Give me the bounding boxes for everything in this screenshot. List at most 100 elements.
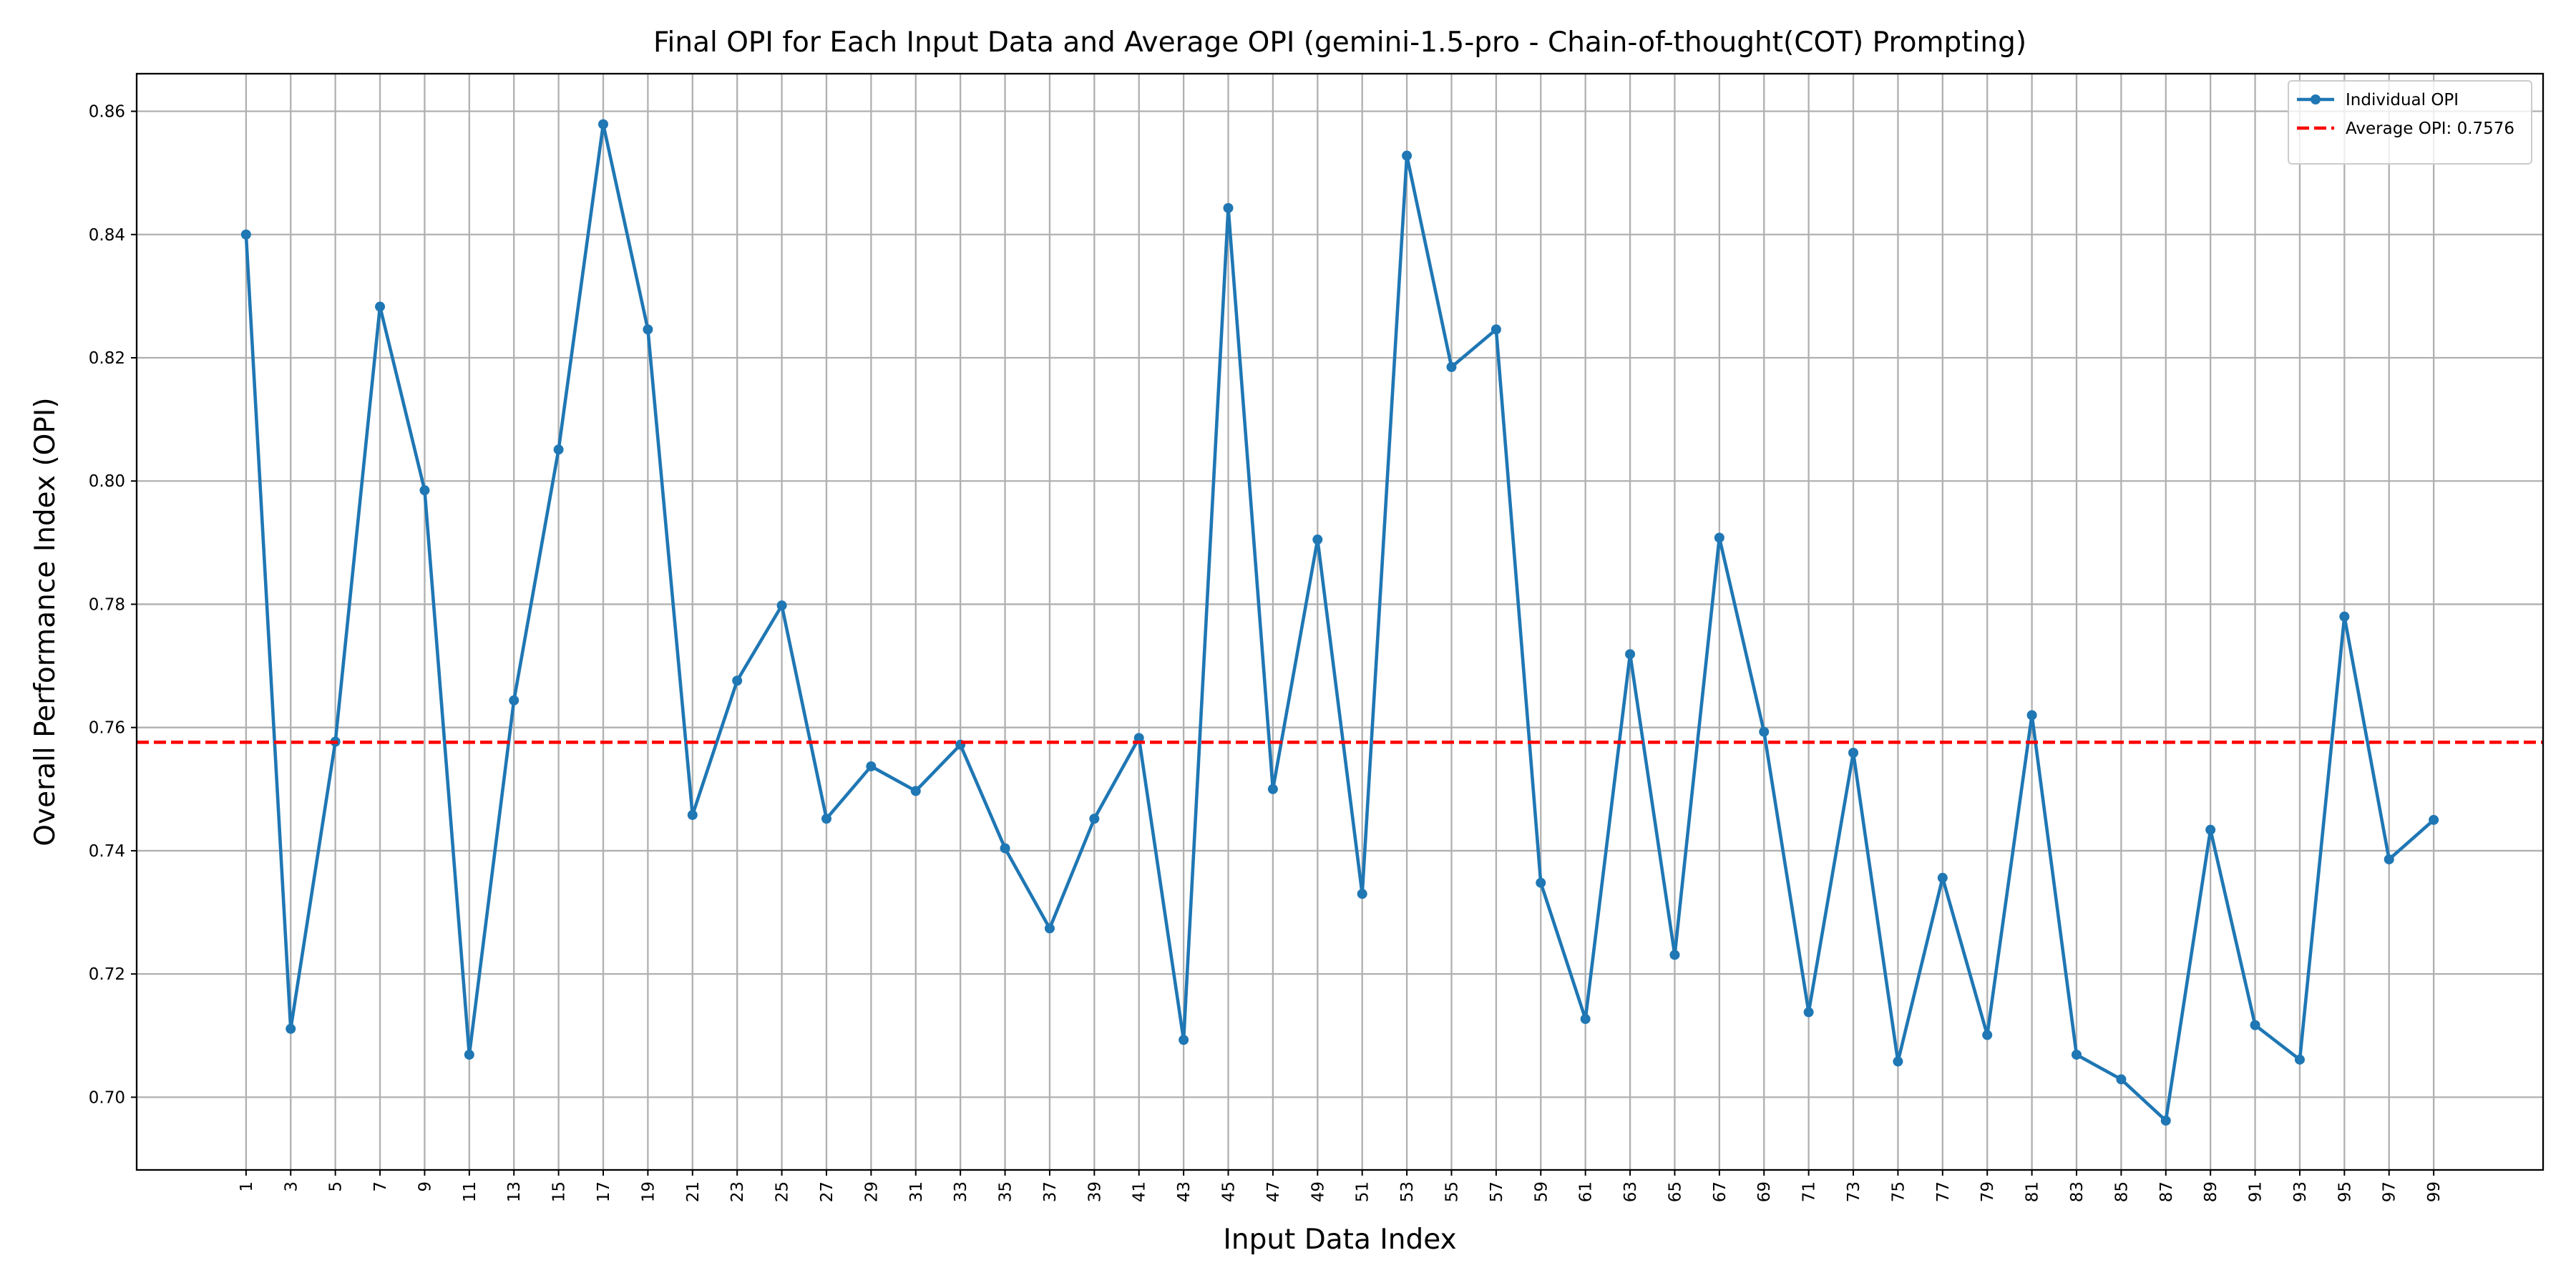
data-point [2384, 854, 2394, 864]
data-point [1803, 1007, 1814, 1018]
x-tick-label: 71 [1800, 1181, 1819, 1202]
data-point [1759, 726, 1770, 737]
x-tick-label: 83 [2068, 1181, 2087, 1202]
x-tick-label: 39 [1085, 1181, 1104, 1202]
data-point [1044, 923, 1055, 934]
x-tick-label: 13 [505, 1181, 524, 1202]
legend-label: Individual OPI [2346, 91, 2459, 109]
x-tick-label: 31 [907, 1181, 926, 1202]
data-point [866, 761, 877, 771]
y-tick-label: 0.82 [89, 349, 125, 368]
x-tick-label: 29 [862, 1181, 881, 1202]
x-tick-label: 97 [2381, 1181, 2399, 1202]
x-tick-label: 51 [1354, 1181, 1372, 1202]
data-point [1580, 1014, 1591, 1025]
data-point [1402, 150, 1413, 161]
y-tick-label: 0.86 [89, 103, 125, 122]
data-point [776, 600, 787, 611]
x-tick-label: 87 [2157, 1181, 2176, 1202]
x-tick-label: 17 [595, 1181, 613, 1202]
data-point [2339, 611, 2350, 622]
data-point [1536, 877, 1546, 888]
data-point [2250, 1020, 2260, 1030]
x-tick-label: 11 [461, 1181, 479, 1202]
data-point [732, 675, 743, 686]
data-point [240, 229, 251, 240]
data-point [643, 324, 653, 335]
legend-marker [2311, 94, 2321, 104]
data-point [821, 814, 831, 824]
y-tick-label: 0.80 [89, 472, 125, 491]
x-tick-label: 23 [728, 1181, 747, 1202]
x-tick-label: 91 [2247, 1181, 2265, 1202]
x-tick-label: 9 [416, 1181, 434, 1192]
data-point [2294, 1054, 2305, 1065]
x-tick-label: 93 [2291, 1181, 2310, 1202]
data-point [1446, 361, 1457, 372]
x-tick-label: 15 [550, 1181, 569, 1202]
data-point [598, 119, 609, 130]
data-point [2205, 824, 2216, 835]
x-tick-label: 25 [774, 1181, 792, 1202]
x-tick-label: 75 [1889, 1181, 1908, 1202]
legend-label: Average OPI: 0.7576 [2346, 119, 2514, 138]
x-tick-label: 61 [1577, 1181, 1596, 1202]
x-tick-label: 81 [2024, 1181, 2042, 1202]
data-point [1848, 747, 1859, 758]
x-tick-label: 49 [1309, 1181, 1327, 1202]
data-point [1223, 203, 1234, 213]
x-tick-label: 3 [282, 1181, 301, 1192]
data-point [1000, 843, 1010, 854]
data-point [464, 1049, 474, 1060]
data-point [2429, 814, 2439, 825]
x-tick-label: 59 [1532, 1181, 1551, 1202]
plot-frame [135, 72, 2545, 1171]
x-tick-label: 57 [1488, 1181, 1506, 1202]
data-point [1133, 733, 1144, 743]
x-tick-label: 35 [997, 1181, 1015, 1202]
data-point [1669, 950, 1680, 960]
data-point [1357, 889, 1367, 899]
legend: Individual OPI Average OPI: 0.7576 [2288, 80, 2532, 165]
x-tick-label: 63 [1621, 1181, 1640, 1202]
data-point [2116, 1074, 2127, 1085]
y-tick-label: 0.72 [89, 965, 125, 984]
data-point [1893, 1056, 1903, 1067]
data-point [2160, 1116, 2171, 1126]
data-point [2071, 1049, 2082, 1060]
data-point [687, 809, 698, 820]
x-tick-label: 67 [1711, 1181, 1729, 1202]
data-point [553, 444, 564, 455]
data-point [1267, 784, 1278, 794]
data-point [1312, 535, 1323, 545]
y-axis-label: Overall Performance Index (OPI) [29, 397, 62, 846]
x-tick-label: 5 [327, 1181, 346, 1192]
x-tick-label: 79 [1979, 1181, 1997, 1202]
y-tick-label: 0.78 [89, 595, 125, 614]
data-point [910, 786, 921, 796]
x-tick-label: 55 [1443, 1181, 1461, 1202]
x-tick-label: 77 [1934, 1181, 1953, 1202]
x-tick-label: 37 [1041, 1181, 1060, 1202]
x-tick-label: 45 [1220, 1181, 1239, 1202]
data-point [509, 695, 519, 706]
data-point [1089, 814, 1100, 824]
y-tick-label: 0.84 [89, 226, 125, 245]
y-tick-label: 0.76 [89, 719, 125, 738]
data-point [1491, 324, 1501, 335]
legend-box [2288, 80, 2532, 165]
x-tick-label: 95 [2336, 1181, 2354, 1202]
data-point [1625, 649, 1636, 660]
data-point [419, 485, 430, 496]
data-point [286, 1023, 296, 1034]
x-tick-label: 47 [1264, 1181, 1283, 1202]
data-line [244, 122, 2435, 1123]
x-tick-label: 43 [1175, 1181, 1194, 1202]
y-tick-label: 0.74 [89, 842, 125, 861]
x-tick-label: 1 [238, 1181, 256, 1192]
data-point [1982, 1030, 1993, 1040]
x-tick-label: 65 [1666, 1181, 1684, 1202]
data-point [1179, 1035, 1189, 1045]
